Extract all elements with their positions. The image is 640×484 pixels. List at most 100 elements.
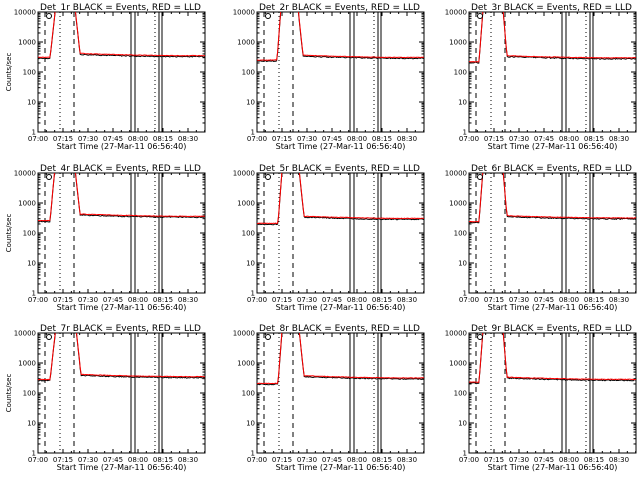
x-tick-label: 08:00 [347, 296, 367, 304]
lld-series-line [38, 173, 205, 222]
x-tick-label: 07:30 [78, 135, 98, 143]
panel-3: Det_3r BLACK = Events, RED = LLD 1 10 100 10… [445, 3, 637, 151]
panel-7: Det_7r BLACK = Events, RED = LLD 1 10 100 10… [5, 324, 206, 472]
panel-9: Det_9r BLACK = Events, RED = LLD 1 10 100 10… [445, 324, 637, 472]
x-tick-label: 07:15 [53, 456, 73, 464]
y-tick-label: 1000 [18, 39, 36, 47]
top-marker-circle [46, 174, 52, 180]
plot-frame [256, 332, 425, 454]
x-tick-label: 07:15 [484, 296, 504, 304]
y-tick-label: 1 [251, 450, 255, 458]
events-series-line [38, 12, 205, 60]
y-tick-label: 10000 [14, 170, 36, 178]
lld-series-line [257, 12, 424, 61]
y-tick-label: 100 [454, 69, 467, 77]
events-series-line [38, 333, 205, 382]
lld-series-line [257, 333, 424, 385]
x-tick-label: 08:30 [178, 456, 198, 464]
panel-8: Det_8r BLACK = Events, RED = LLD 1 10 100 10… [233, 324, 425, 472]
plot-frame [37, 172, 206, 294]
x-axis-label: Start Time (27-Mar-11 06:56:40) [488, 463, 618, 472]
x-tick-label: 08:15 [372, 296, 392, 304]
x-tick-label: 08:00 [128, 456, 148, 464]
curves-group [38, 173, 205, 223]
y-tick-label: 10 [27, 420, 36, 428]
y-tick-label: 1000 [449, 200, 467, 208]
y-tick-label: 10000 [445, 9, 467, 17]
curves-group [257, 333, 424, 386]
x-axis-label: Start Time (27-Mar-11 06:56:40) [276, 303, 406, 312]
events-series-line [257, 12, 424, 63]
y-tick-label: 1000 [449, 360, 467, 368]
y-tick-label: 1 [32, 290, 36, 298]
top-marker-circle [265, 334, 271, 340]
y-tick-label: 10000 [14, 330, 36, 338]
y-tick-label: 10 [27, 99, 36, 107]
x-tick-label: 07:30 [297, 135, 317, 143]
x-tick-label: 08:00 [559, 296, 579, 304]
y-tick-label: 1000 [237, 360, 255, 368]
top-marker-circle [265, 174, 271, 180]
x-tick-label: 08:15 [372, 456, 392, 464]
panel-title: Det_2r BLACK = Events, RED = LLD [259, 3, 420, 13]
y-axis-label: Counts/sec [5, 214, 13, 253]
y-tick-label: 1000 [237, 39, 255, 47]
y-tick-label: 1 [251, 290, 255, 298]
panel-title: Det_4r BLACK = Events, RED = LLD [40, 164, 201, 174]
y-tick-label: 1000 [18, 200, 36, 208]
panel-title: Det_5r BLACK = Events, RED = LLD [259, 164, 420, 174]
x-tick-label: 08:30 [397, 135, 417, 143]
x-tick-label: 07:45 [103, 296, 123, 304]
x-tick-label: 08:15 [584, 456, 604, 464]
lld-series-line [257, 173, 424, 225]
x-tick-label: 07:00 [247, 296, 267, 304]
plot-frame [37, 11, 206, 133]
x-tick-label: 07:00 [28, 135, 48, 143]
x-tick-label: 08:00 [559, 456, 579, 464]
y-tick-label: 100 [242, 230, 255, 238]
x-tick-label: 08:15 [153, 456, 173, 464]
panel-1: Det_1r BLACK = Events, RED = LLD 1 10 100 10… [5, 3, 206, 151]
x-tick-label: 08:30 [397, 296, 417, 304]
x-tick-label: 08:15 [153, 296, 173, 304]
x-tick-label: 07:00 [247, 135, 267, 143]
y-tick-label: 1000 [237, 200, 255, 208]
top-marker-circle [477, 334, 483, 340]
curves-group [257, 12, 424, 63]
events-series-line [38, 173, 205, 223]
y-tick-label: 100 [242, 390, 255, 398]
y-tick-label: 10 [27, 260, 36, 268]
panel-6: Det_6r BLACK = Events, RED = LLD 1 10 100 10… [445, 164, 637, 312]
lld-series-line [469, 173, 636, 223]
x-tick-label: 08:00 [128, 296, 148, 304]
panel-title: Det_7r BLACK = Events, RED = LLD [40, 324, 201, 334]
x-tick-label: 07:00 [459, 296, 479, 304]
events-series-line [257, 173, 424, 226]
x-tick-label: 07:15 [53, 296, 73, 304]
x-tick-label: 07:30 [78, 456, 98, 464]
y-axis-label: Counts/sec [5, 53, 13, 92]
x-tick-label: 08:30 [178, 135, 198, 143]
y-tick-label: 1 [32, 129, 36, 137]
x-tick-label: 07:45 [534, 456, 554, 464]
events-series-line [469, 173, 636, 224]
x-tick-label: 08:15 [153, 135, 173, 143]
curves-group [257, 173, 424, 226]
y-tick-label: 10 [458, 260, 467, 268]
x-tick-label: 08:00 [347, 135, 367, 143]
x-tick-label: 08:15 [372, 135, 392, 143]
x-tick-label: 07:15 [484, 456, 504, 464]
lld-series-line [38, 12, 205, 59]
y-tick-label: 100 [23, 390, 36, 398]
x-tick-label: 07:00 [28, 296, 48, 304]
x-axis-label: Start Time (27-Mar-11 06:56:40) [276, 463, 406, 472]
y-tick-label: 1 [251, 129, 255, 137]
panel-title: Det_6r BLACK = Events, RED = LLD [471, 164, 632, 174]
curves-group [469, 12, 636, 64]
lld-series-line [38, 333, 205, 381]
y-tick-label: 10000 [233, 9, 255, 17]
y-tick-label: 10000 [14, 9, 36, 17]
panel-title: Det_1r BLACK = Events, RED = LLD [40, 3, 201, 13]
x-tick-label: 07:30 [509, 135, 529, 143]
